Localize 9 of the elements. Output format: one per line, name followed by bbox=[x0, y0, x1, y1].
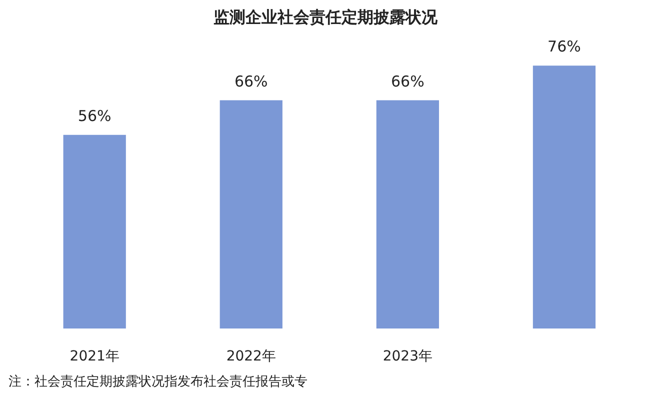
data-label: 66% bbox=[234, 72, 268, 90]
data-label: 56% bbox=[78, 106, 112, 125]
x-tick-label: 2023年 bbox=[382, 348, 433, 364]
text: 注：社会责任定期披露状况指发布社会责任报告或专 bbox=[8, 374, 308, 390]
data-label: 76% bbox=[548, 38, 581, 56]
chart-title: 监测企业社会责任定期披露状况 bbox=[214, 8, 438, 26]
x-tick-label: 2022年 bbox=[226, 348, 276, 364]
data-label: 66% bbox=[391, 72, 424, 90]
x-tick-label: 2021年 bbox=[70, 348, 120, 364]
